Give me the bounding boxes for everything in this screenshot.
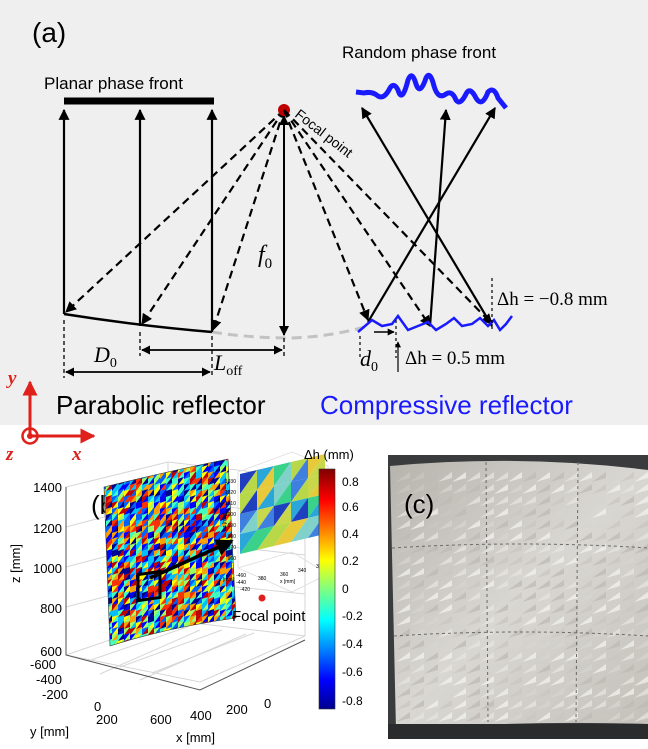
svg-text:1010: 1010 xyxy=(225,501,236,507)
svg-text:-200: -200 xyxy=(42,687,68,702)
parabola-extension-dashed xyxy=(211,324,369,340)
Loff-label: Loff xyxy=(213,350,243,379)
compressive-reflector-caption: Compressive reflector xyxy=(320,390,573,420)
compressive-reflector-surface xyxy=(357,313,513,333)
D0-label: D0 xyxy=(93,342,117,371)
svg-text:1030: 1030 xyxy=(225,479,236,485)
axes-triad: y z x xyxy=(5,368,96,465)
svg-text:800: 800 xyxy=(40,601,62,616)
z-axis-dot xyxy=(27,433,33,439)
planar-phase-front-label: Planar phase front xyxy=(44,74,183,93)
panel-a: (a) Planar phase front f0 Focal point xyxy=(0,0,648,425)
dashed-rays-compressive xyxy=(282,109,493,327)
svg-text:0.8: 0.8 xyxy=(342,475,359,489)
inset-y-label: y [mm] xyxy=(219,577,235,583)
photo-bottom-shadow xyxy=(388,724,648,739)
svg-text:0.2: 0.2 xyxy=(342,554,359,568)
reflector-surface-outline xyxy=(103,458,237,647)
colorbar xyxy=(318,468,336,710)
inset-mosaic xyxy=(240,454,325,554)
svg-text:0: 0 xyxy=(264,696,271,711)
svg-text:1200: 1200 xyxy=(33,521,62,536)
y-axis-label: y [mm] xyxy=(30,724,69,739)
photo-facets xyxy=(396,472,648,722)
inset-x-label: x [mm] xyxy=(280,579,296,585)
zoom-box xyxy=(136,569,162,603)
z-ticks: 1400 1200 1000 800 600 xyxy=(33,480,62,659)
svg-text:600: 600 xyxy=(150,712,172,727)
svg-text:340: 340 xyxy=(298,568,307,574)
inset-z-label: z [mm] xyxy=(222,512,228,528)
panel-b-focal-point-label: Focal point xyxy=(232,608,306,625)
random-phase-front-label: Random phase front xyxy=(342,43,496,62)
svg-text:970: 970 xyxy=(228,545,237,551)
colorbar-title: Δh (mm) xyxy=(304,447,354,462)
svg-text:1400: 1400 xyxy=(33,480,62,495)
solid-rays-compressive xyxy=(361,107,496,327)
svg-text:-420: -420 xyxy=(240,587,250,593)
x-ticks: 600 400 200 0 xyxy=(150,696,271,727)
svg-text:-0.4: -0.4 xyxy=(342,637,363,651)
panel-b-focal-point-dot xyxy=(258,594,266,602)
panel-b: (b) 1400 1200 1000 800 600 z [mm] -600 -… xyxy=(8,447,363,745)
colorbar-ticks: 0.8 0.6 0.4 0.2 0 -0.2 -0.4 -0.6 -0.8 xyxy=(342,475,363,708)
reflector-surface xyxy=(103,458,237,647)
svg-text:-440: -440 xyxy=(236,580,246,586)
inset-plot: 1030 1020 1010 1000 990 980 970 960 z [m… xyxy=(219,451,329,593)
y-ticks: -600 -400 -200 0 200 xyxy=(30,657,118,727)
panel-c: (c) xyxy=(388,455,648,739)
panel-a-label: (a) xyxy=(32,17,66,48)
z-axis-symbol xyxy=(21,427,39,445)
svg-text:1000: 1000 xyxy=(33,561,62,576)
inset-z-ticks: 1030 1020 1010 1000 990 980 970 960 xyxy=(225,479,236,562)
d0-label: d0 xyxy=(360,346,378,375)
svg-text:380: 380 xyxy=(258,576,267,582)
svg-text:0: 0 xyxy=(342,582,349,596)
svg-text:0.6: 0.6 xyxy=(342,500,359,514)
photo-panel-seams xyxy=(391,461,648,723)
svg-text:1000: 1000 xyxy=(225,512,236,518)
parabolic-reflector-caption: Parabolic reflector xyxy=(56,390,266,420)
inset-y-ticks: -460 -440 -420 xyxy=(236,573,250,593)
dh-neg-label: Δh = −0.8 mm xyxy=(497,289,608,310)
svg-text:400: 400 xyxy=(190,708,212,723)
z-axis-label: z [mm] xyxy=(8,544,23,583)
triad-z-label: z xyxy=(5,444,14,465)
svg-text:0: 0 xyxy=(94,699,101,714)
dashed-rays-parabolic xyxy=(65,109,286,332)
svg-text:960: 960 xyxy=(228,556,237,562)
svg-text:200: 200 xyxy=(96,712,118,727)
svg-text:360: 360 xyxy=(280,572,289,578)
panel-c-label: (c) xyxy=(404,489,434,519)
dh-pos-label: Δh = 0.5 mm xyxy=(405,348,505,369)
svg-text:600: 600 xyxy=(40,644,62,659)
svg-text:1020: 1020 xyxy=(225,490,236,496)
triad-x-label: x xyxy=(71,444,82,465)
triad-y-label: y xyxy=(6,368,17,389)
svg-text:200: 200 xyxy=(226,702,248,717)
svg-text:-600: -600 xyxy=(30,657,56,672)
svg-text:-460: -460 xyxy=(236,573,246,579)
svg-text:-0.2: -0.2 xyxy=(342,609,363,623)
x-axis-label: x [mm] xyxy=(176,730,215,745)
random-phase-front-wave xyxy=(355,72,508,110)
zoom-arrow xyxy=(149,539,234,580)
svg-text:990: 990 xyxy=(228,523,237,529)
panel-b-axes-lines xyxy=(65,487,306,691)
svg-text:-400: -400 xyxy=(36,672,62,687)
f0-label: f0 xyxy=(258,242,272,272)
svg-text:0.4: 0.4 xyxy=(342,527,359,541)
svg-text:-0.8: -0.8 xyxy=(342,694,363,708)
svg-text:980: 980 xyxy=(228,534,237,540)
svg-text:-0.6: -0.6 xyxy=(342,665,363,679)
